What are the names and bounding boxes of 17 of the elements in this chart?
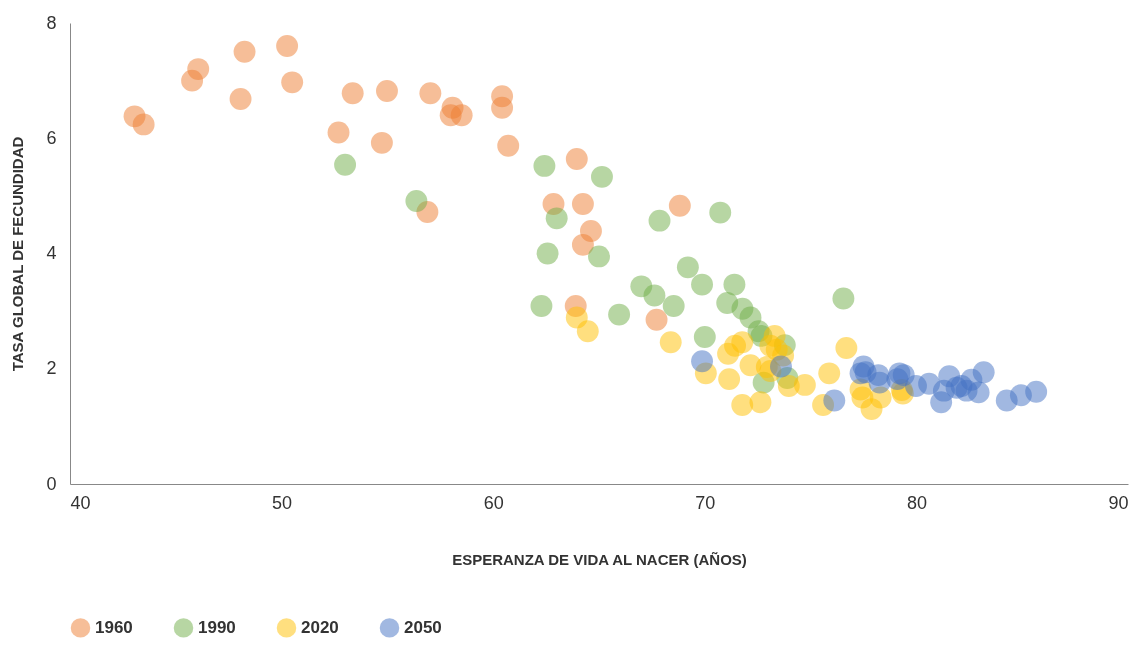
legend-label: 2020 [301,617,339,637]
x-tick-label: 60 [483,492,504,513]
x-tick-label: 80 [906,492,927,513]
y-tick-label: 4 [46,243,57,263]
legend-label: 1990 [198,617,236,637]
x-tick-label: 40 [70,492,91,513]
x-axis-title: ESPERANZA DE VIDA AL NACER (AÑOS) [452,550,747,568]
x-tick-label: 50 [272,492,293,513]
legend-label: 1960 [95,617,133,637]
y-tick-label: 0 [46,473,57,494]
y-tick-label: 8 [46,12,57,33]
y-axis-title: TASA GLOBAL DE FECUNDIDAD [9,136,27,372]
y-tick-label: 2 [46,358,57,379]
x-tick-label: 70 [695,492,716,513]
y-tick-label: 6 [46,127,57,148]
x-tick-label: 90 [1108,492,1129,513]
legend-label: 2050 [404,617,442,637]
